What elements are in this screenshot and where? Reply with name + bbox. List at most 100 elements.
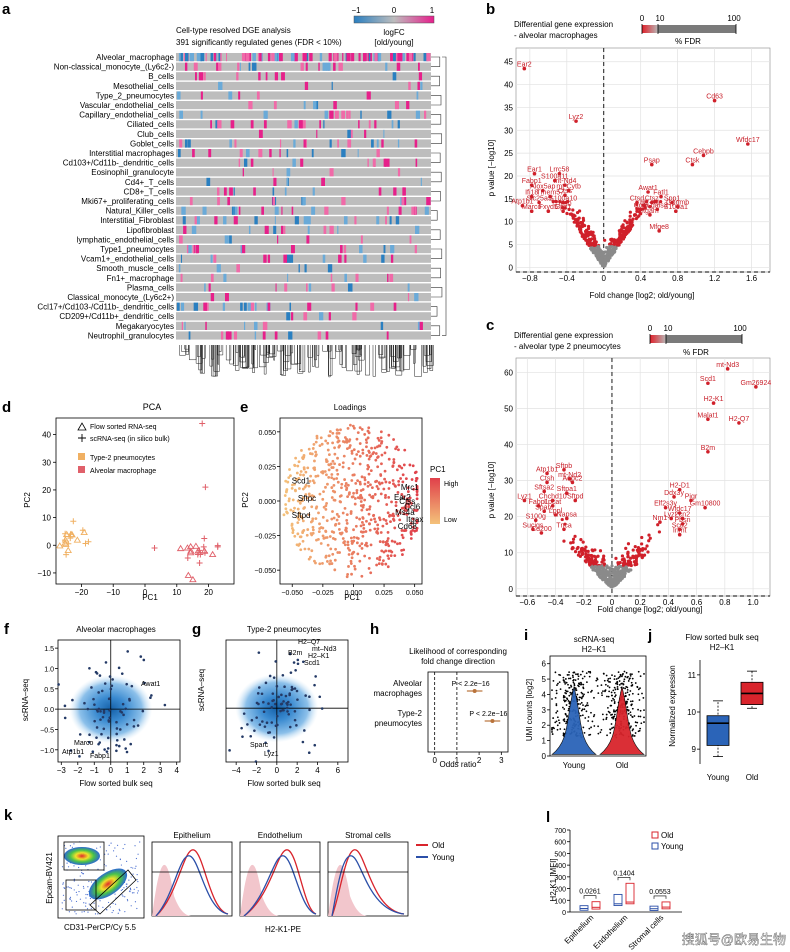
heatmap-cell (397, 139, 400, 148)
flow-event (88, 880, 90, 883)
loading-point (295, 477, 299, 481)
loading-point (414, 479, 418, 483)
heatmap-cell (176, 302, 180, 311)
cell-point (589, 670, 592, 673)
labeled-gene-point (677, 532, 682, 537)
loading-point (360, 546, 364, 550)
heatmap-cell (210, 293, 215, 302)
heatmap-cell (328, 53, 332, 62)
flow-event (136, 879, 138, 881)
heatmap-cell (293, 139, 296, 148)
volcano-point (584, 549, 588, 553)
loading-point (344, 484, 347, 488)
fdr-tick-c-0: 0 (648, 324, 653, 333)
gene-label: Sftsa2 (534, 484, 554, 491)
flow-event (108, 844, 110, 846)
gene-label: Sucigs (522, 522, 544, 529)
cell-point (631, 677, 634, 680)
x-tick-label: −1 (90, 766, 100, 775)
heatmap-row-label: Interstitial macrophages (89, 149, 174, 158)
loading-point (376, 465, 380, 469)
outlier-point (307, 751, 311, 755)
heatmap-row-label: Capillary_endothelial_cells (79, 111, 174, 120)
dendro-branch (200, 345, 203, 374)
cell-point (639, 687, 641, 690)
heatmap-row-label: B_cells (148, 72, 174, 81)
outlier-point (270, 721, 274, 724)
heatmap-cell (267, 302, 271, 311)
dendro-branch (431, 75, 440, 87)
dendro-branch (266, 345, 269, 355)
heatmap-cell (306, 235, 310, 244)
outlier-point (99, 718, 102, 721)
outlier-point (143, 681, 146, 685)
volcano-point (592, 566, 596, 570)
loading-point (379, 492, 383, 496)
cell-point (622, 683, 625, 685)
gate-endothelium (65, 879, 97, 911)
heatmap-cell (233, 187, 235, 196)
loading-point (356, 552, 360, 556)
flow-event (81, 872, 83, 874)
y-tick-label: 700 (554, 828, 566, 835)
loading-point (297, 514, 301, 517)
dendro-branch (297, 345, 304, 374)
heatmap-cell (372, 158, 376, 167)
dendro-branch (299, 345, 306, 372)
gene-label: Sparc (535, 504, 554, 511)
cell-point (572, 676, 574, 679)
cell-point (577, 675, 580, 678)
heatmap-cell (229, 235, 232, 244)
loading-point (325, 473, 328, 477)
cell-point (577, 685, 580, 688)
volcano-point (637, 547, 642, 552)
cell-point (611, 694, 613, 697)
outlier-point (71, 698, 74, 702)
cell-point (636, 685, 639, 688)
loading-point (356, 537, 360, 540)
isotype-fill (328, 864, 368, 916)
loadings-title: Loadings (334, 403, 366, 412)
heatmap-cell (195, 245, 199, 254)
gene-label: Aqpc2 (563, 475, 583, 482)
heatmap-cell (196, 53, 201, 62)
pca-point-type2 (55, 542, 64, 549)
heatmap-cell (407, 293, 410, 302)
box-old (591, 901, 601, 910)
volcano-point (584, 234, 588, 239)
heatmap-cell (223, 273, 227, 282)
labeled-gene-point (677, 511, 682, 515)
isotype-fill (240, 864, 280, 916)
loading-point (355, 453, 359, 456)
loading-point (302, 507, 306, 510)
heatmap-row (176, 235, 431, 244)
dendro-branch (395, 345, 403, 376)
heatmap-cell (338, 62, 343, 71)
volcano-point (610, 237, 614, 241)
loading-point (350, 572, 353, 576)
dendro-branch (225, 345, 232, 361)
volcano-point (571, 208, 575, 212)
cell-point (606, 695, 608, 698)
loading-point (387, 544, 391, 548)
outlier-point (139, 655, 143, 658)
loading-point (405, 513, 409, 516)
heatmap-cell (363, 254, 367, 263)
y-tick-label: 0.0 (44, 707, 54, 714)
loading-point (325, 501, 328, 505)
volcano-point (586, 230, 590, 234)
heatmap-cell (426, 197, 431, 206)
heatmap-cell (301, 120, 306, 129)
heatmap-cell (233, 206, 235, 215)
heatmap-cell (248, 101, 253, 110)
cell-point (563, 696, 566, 698)
cell-point (621, 682, 623, 685)
volcano-point (619, 239, 623, 243)
loading-point (333, 452, 337, 456)
cell-point (629, 714, 632, 717)
cell-point (631, 707, 634, 710)
heatmap-cell (243, 158, 248, 167)
heatmap-cell (318, 62, 320, 71)
gene-label: Tnca (556, 522, 572, 529)
outlier-point (142, 658, 146, 662)
